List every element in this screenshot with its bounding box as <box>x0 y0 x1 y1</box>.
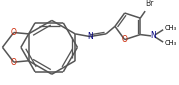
Text: N: N <box>87 32 93 41</box>
Text: CH₃: CH₃ <box>165 25 177 31</box>
Text: O: O <box>122 35 128 44</box>
Text: Br: Br <box>145 0 154 8</box>
Text: O: O <box>11 58 17 67</box>
Text: O: O <box>11 28 17 37</box>
Text: CH₃: CH₃ <box>165 40 177 46</box>
Text: N: N <box>150 31 156 40</box>
